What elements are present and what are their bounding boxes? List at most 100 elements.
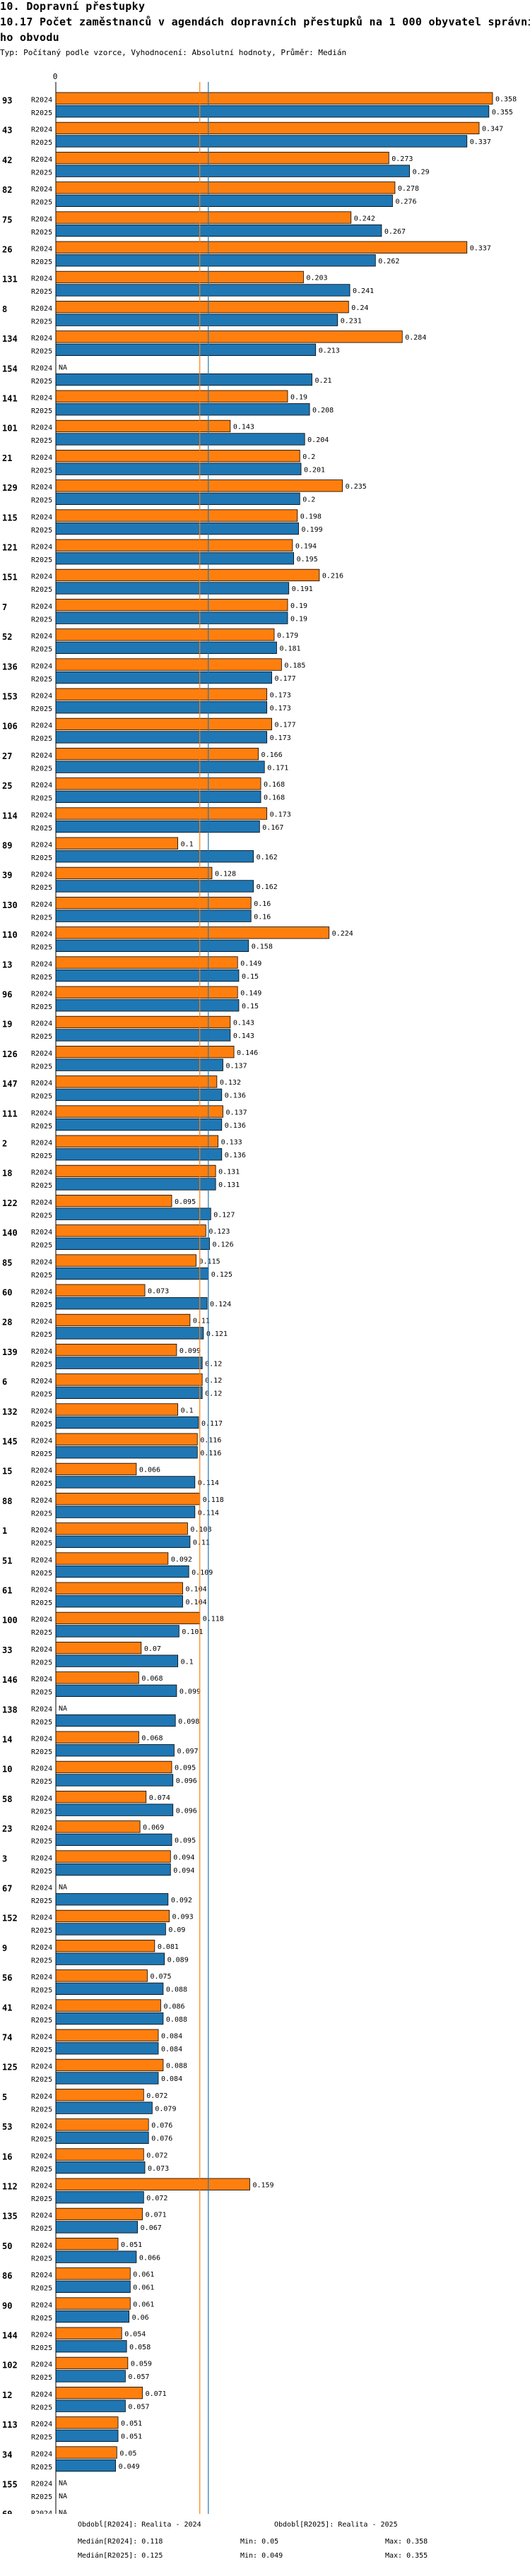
bar-2024 bbox=[55, 1492, 201, 1505]
series-label-2025: R2025 bbox=[31, 1868, 52, 1876]
value-label-2025: 0.049 bbox=[119, 2463, 140, 2471]
bar-2024 bbox=[55, 1135, 218, 1147]
bar-2025 bbox=[55, 1982, 164, 1996]
series-label-2024: R2024 bbox=[31, 544, 52, 551]
value-label-2024: 0.133 bbox=[221, 1139, 242, 1147]
bar-2025 bbox=[55, 612, 288, 624]
bar-2025 bbox=[55, 1565, 189, 1578]
value-label-2025: 0.173 bbox=[270, 705, 291, 712]
value-label-2025: 0.067 bbox=[141, 2224, 162, 2232]
value-label-2024: 0.19 bbox=[290, 602, 307, 610]
series-label-2025: R2025 bbox=[31, 1212, 52, 1220]
bar-2025 bbox=[55, 373, 312, 386]
bar-2025 bbox=[55, 284, 351, 297]
value-label-2025: 0.116 bbox=[200, 1450, 221, 1457]
series-label-2025: R2025 bbox=[31, 109, 52, 117]
value-label-2025: 0.099 bbox=[179, 1688, 201, 1696]
series-label-2025: R2025 bbox=[31, 2374, 52, 2382]
bar-2024 bbox=[55, 1909, 170, 1923]
bar-2024 bbox=[55, 1522, 188, 1535]
bar-2024 bbox=[55, 1224, 206, 1237]
value-label-2024: 0.084 bbox=[161, 2033, 182, 2041]
series-label-2024: R2024 bbox=[31, 1199, 52, 1207]
category-label: 10 bbox=[2, 1765, 12, 1775]
bar-2025 bbox=[55, 135, 468, 148]
bar-2025 bbox=[55, 1237, 210, 1250]
category-label: 5 bbox=[2, 2092, 7, 2102]
bar-2024 bbox=[55, 509, 298, 522]
value-label-2024: 0.284 bbox=[405, 334, 426, 342]
value-label-2024: 0.1 bbox=[181, 1407, 194, 1414]
category-label: 33 bbox=[2, 1645, 12, 1655]
value-label-2025: 0.109 bbox=[192, 1569, 213, 1577]
series-label-2025: R2025 bbox=[31, 1093, 52, 1101]
series-label-2025: R2025 bbox=[31, 2434, 52, 2442]
bar-2024 bbox=[55, 568, 320, 582]
series-label-2024: R2024 bbox=[31, 2421, 52, 2428]
value-label-2025: 0.213 bbox=[319, 347, 340, 355]
value-label-2025: 0.16 bbox=[254, 913, 271, 921]
value-label-2024: 0.16 bbox=[254, 900, 271, 908]
bar-2025 bbox=[55, 2131, 149, 2145]
value-label-2024: 0.128 bbox=[215, 871, 236, 878]
value-label-2024: 0.137 bbox=[225, 1109, 247, 1116]
category-label: 9 bbox=[2, 1943, 7, 1953]
category-label: 23 bbox=[2, 1824, 12, 1834]
bar-2024 bbox=[55, 2178, 250, 2190]
bar-2025 bbox=[55, 314, 338, 326]
series-label-2024: R2024 bbox=[31, 275, 52, 283]
series-label-2024: R2024 bbox=[31, 424, 52, 432]
series-label-2024: R2024 bbox=[31, 1438, 52, 1445]
bar-2025 bbox=[55, 1148, 223, 1161]
value-label-2024: 0.072 bbox=[146, 2152, 167, 2159]
value-label-2024: 0.358 bbox=[495, 96, 517, 104]
bar-2024 bbox=[55, 956, 238, 969]
bar-2025 bbox=[55, 701, 268, 714]
series-label-2025: R2025 bbox=[31, 1897, 52, 1905]
category-label: 136 bbox=[2, 662, 18, 672]
bar-2025 bbox=[55, 969, 240, 982]
series-label-2025: R2025 bbox=[31, 795, 52, 803]
value-label-2025: 0.066 bbox=[139, 2254, 160, 2262]
category-label: 132 bbox=[2, 1407, 18, 1417]
bar-2024 bbox=[55, 121, 480, 135]
series-label-2025: R2025 bbox=[31, 2285, 52, 2293]
value-label-2025: 0.117 bbox=[201, 1420, 223, 1428]
bar-2024 bbox=[55, 837, 179, 849]
value-label-2024: 0.081 bbox=[158, 1943, 179, 1951]
value-label-2025: 0.204 bbox=[307, 436, 329, 444]
value-label-2025: 0.195 bbox=[297, 556, 318, 564]
min-2025-label: Min: 0.049 bbox=[240, 2552, 283, 2560]
bar-2024 bbox=[55, 1164, 216, 1178]
category-label: 93 bbox=[2, 96, 12, 106]
bar-2024 bbox=[55, 1671, 139, 1684]
series-label-2025: R2025 bbox=[31, 735, 52, 743]
series-label-2024: R2024 bbox=[31, 2152, 52, 2160]
bar-2024 bbox=[55, 1820, 141, 1833]
bar-2024 bbox=[55, 1373, 203, 1386]
series-label-2024: R2024 bbox=[31, 2003, 52, 2011]
value-label-2024: 0.061 bbox=[133, 2301, 154, 2308]
value-label-2024: 0.198 bbox=[300, 513, 322, 520]
series-label-2025: R2025 bbox=[31, 1361, 52, 1368]
min-2024-label: Min: 0.05 bbox=[240, 2538, 279, 2546]
value-label-2024: 0.093 bbox=[172, 1914, 194, 1921]
bar-2024 bbox=[55, 539, 293, 551]
series-label-2024: R2024 bbox=[31, 1318, 52, 1326]
bar-2024 bbox=[55, 2118, 149, 2131]
bar-2025 bbox=[55, 2072, 159, 2085]
value-label-2025: 0.167 bbox=[262, 824, 283, 832]
series-label-2025: R2025 bbox=[31, 765, 52, 773]
value-label-2025: 0.12 bbox=[205, 1360, 222, 1368]
bar-2024 bbox=[55, 450, 300, 463]
series-label-2025: R2025 bbox=[31, 2017, 52, 2025]
value-label-2024: 0.076 bbox=[151, 2122, 172, 2130]
value-label-2025: 0.267 bbox=[384, 228, 406, 236]
value-label-2025: 0.126 bbox=[213, 1241, 234, 1249]
bar-2024 bbox=[55, 866, 213, 880]
series-label-2024: R2024 bbox=[31, 842, 52, 849]
series-label-2024: R2024 bbox=[31, 2272, 52, 2279]
category-label: 18 bbox=[2, 1169, 12, 1179]
value-label-2025: 0.15 bbox=[242, 973, 259, 981]
bar-2024 bbox=[55, 479, 343, 492]
